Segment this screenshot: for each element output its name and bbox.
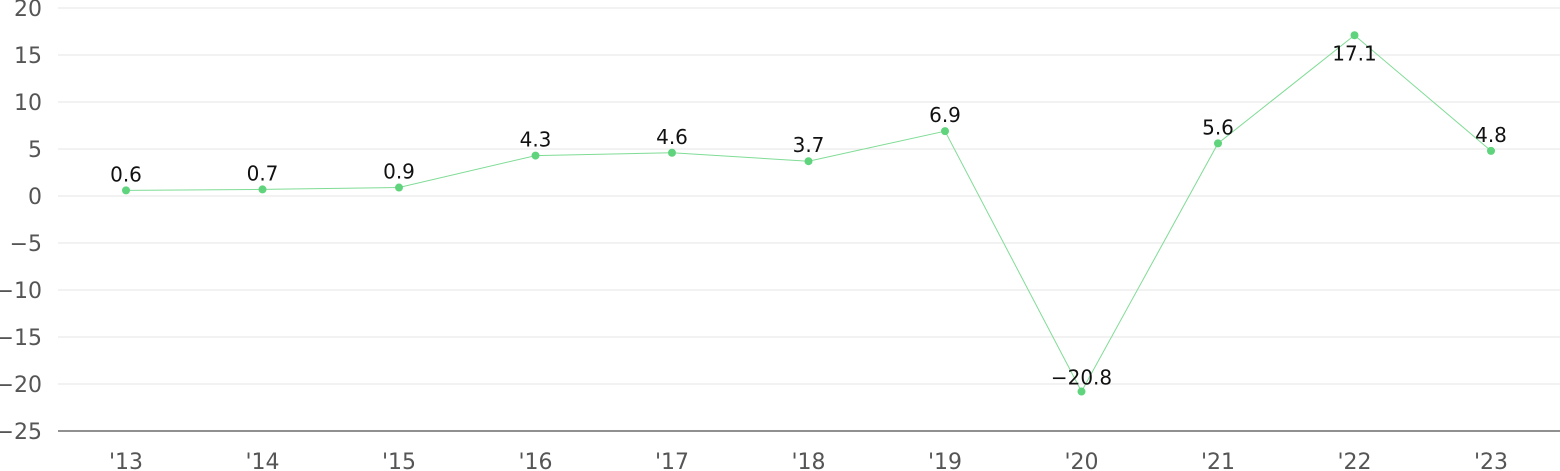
data-label: 17.1 bbox=[1332, 41, 1377, 65]
data-point bbox=[395, 183, 403, 192]
data-point bbox=[1077, 387, 1086, 396]
x-tick-label: '13 bbox=[109, 450, 143, 471]
data-label: 6.9 bbox=[929, 103, 961, 127]
x-axis: '13 '14 '15 '16 '17 '18 '19 '20 '21 '22 '23 bbox=[109, 450, 1508, 471]
x-tick-label: '18 bbox=[791, 450, 825, 471]
data-point bbox=[1487, 146, 1495, 155]
x-tick-label: '19 bbox=[928, 450, 962, 471]
y-tick-label: 5 bbox=[28, 138, 42, 163]
data-labels: 0.6 0.7 0.9 4.3 4.6 3.7 6.9 −20.8 5.6 17.1 4.8 bbox=[110, 41, 1507, 389]
x-tick-label: '22 bbox=[1337, 450, 1371, 471]
data-label: 0.7 bbox=[247, 161, 279, 185]
data-point bbox=[258, 185, 267, 194]
y-tick-label: −25 bbox=[0, 420, 42, 445]
x-tick-label: '14 bbox=[245, 450, 279, 471]
data-label: 4.8 bbox=[1475, 123, 1507, 147]
data-point bbox=[668, 148, 676, 157]
data-label: 0.9 bbox=[383, 160, 415, 184]
x-tick-label: '20 bbox=[1064, 450, 1098, 471]
data-label: 4.3 bbox=[520, 128, 552, 152]
data-label: 4.6 bbox=[656, 125, 688, 149]
y-tick-label: −10 bbox=[0, 279, 42, 304]
series-growth bbox=[122, 31, 1495, 396]
data-label: 5.6 bbox=[1202, 115, 1234, 139]
data-label: −20.8 bbox=[1051, 366, 1112, 390]
y-tick-label: 15 bbox=[14, 44, 42, 69]
series-line bbox=[125, 34, 1492, 393]
data-point bbox=[804, 157, 813, 166]
x-tick-label: '17 bbox=[655, 450, 689, 471]
x-tick-label: '16 bbox=[518, 450, 552, 471]
data-point bbox=[1350, 31, 1359, 40]
data-point bbox=[941, 127, 949, 136]
data-point bbox=[1214, 139, 1222, 148]
data-point bbox=[122, 186, 130, 195]
data-label: 0.6 bbox=[110, 162, 142, 186]
y-tick-label: −20 bbox=[0, 373, 42, 398]
y-tick-label: −15 bbox=[0, 326, 42, 351]
y-tick-label: 0 bbox=[28, 185, 42, 210]
y-tick-label: −5 bbox=[10, 232, 42, 257]
data-label: 3.7 bbox=[793, 133, 825, 157]
y-axis: 20 15 10 5 0 −5 −10 −15 −20 −25 bbox=[0, 0, 42, 445]
x-tick-label: '21 bbox=[1201, 450, 1235, 471]
gridlines bbox=[58, 7, 1560, 432]
x-tick-label: '15 bbox=[382, 450, 416, 471]
y-tick-label: 20 bbox=[14, 0, 42, 22]
y-tick-label: 10 bbox=[14, 91, 42, 116]
data-point bbox=[531, 151, 540, 160]
x-tick-label: '23 bbox=[1474, 450, 1508, 471]
